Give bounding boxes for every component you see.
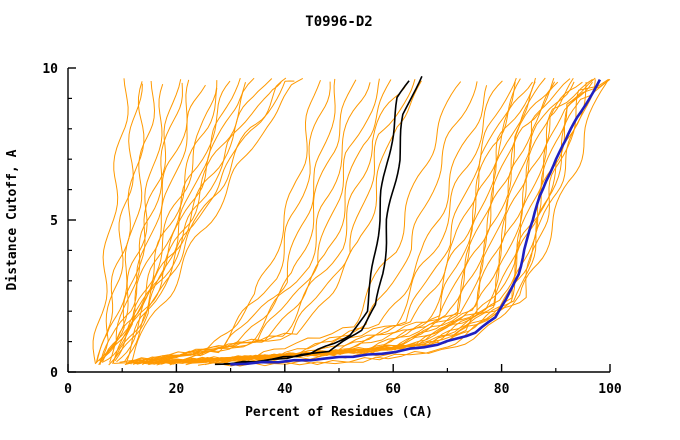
y-tick-label: 5: [50, 214, 58, 229]
x-tick-label: 20: [169, 382, 185, 397]
model-curve: [125, 81, 462, 364]
model-curve: [113, 80, 321, 364]
model-curve: [92, 78, 129, 365]
x-tick-label: 60: [385, 382, 401, 397]
model-curve: [102, 80, 231, 361]
model-curve: [112, 78, 273, 364]
model-curve: [108, 77, 241, 366]
y-axis-label: Distance Cutoff, A: [5, 149, 20, 290]
model-curve: [116, 81, 282, 363]
model-curve: [208, 79, 609, 364]
model-curve: [189, 77, 596, 364]
model-curve: [114, 82, 246, 362]
model-curve: [99, 79, 182, 364]
model-curve: [95, 83, 164, 363]
model-curve: [125, 78, 336, 365]
model-curve: [99, 82, 183, 362]
reference-curve: [214, 80, 410, 366]
model-curve: [123, 80, 295, 363]
model-curve: [132, 78, 380, 365]
model-curve: [130, 77, 304, 365]
x-tick-label: 100: [598, 382, 622, 397]
x-tick-label: 40: [277, 382, 293, 397]
model-curve: [145, 78, 416, 363]
model-curve: [128, 79, 357, 363]
y-tick-label: 0: [50, 366, 58, 381]
model-curve: [177, 81, 583, 363]
model-curve: [109, 87, 218, 363]
plot-area: 0 20 40 60 80 100 0 5 10: [42, 62, 622, 397]
model-curve: [142, 79, 392, 364]
model-curve: [126, 77, 287, 363]
model-curve: [147, 77, 536, 364]
x-axis-label: Percent of Residues (CA): [245, 405, 433, 420]
x-tick-label: 0: [64, 382, 72, 397]
model-curve: [157, 80, 422, 364]
highlight-curve: [230, 78, 602, 366]
model-curve: [96, 80, 155, 362]
model-curve: [134, 81, 516, 365]
model-curve: [197, 79, 596, 367]
model-curve: [112, 77, 255, 365]
model-curve: [136, 80, 503, 365]
x-tick-label: 80: [494, 382, 510, 397]
model-curve: [204, 78, 611, 366]
model-curve: [141, 81, 409, 366]
model-curve: [143, 78, 521, 365]
model-curve: [185, 78, 593, 366]
chart-title: T0996-D2: [305, 14, 372, 30]
reference-curve: [223, 75, 423, 365]
y-tick-label: 10: [42, 62, 58, 77]
model-curve: [157, 81, 556, 365]
model-curve: [98, 83, 143, 366]
model-curve: [99, 79, 190, 365]
model-curve: [95, 81, 145, 364]
model-curve: [223, 78, 610, 367]
